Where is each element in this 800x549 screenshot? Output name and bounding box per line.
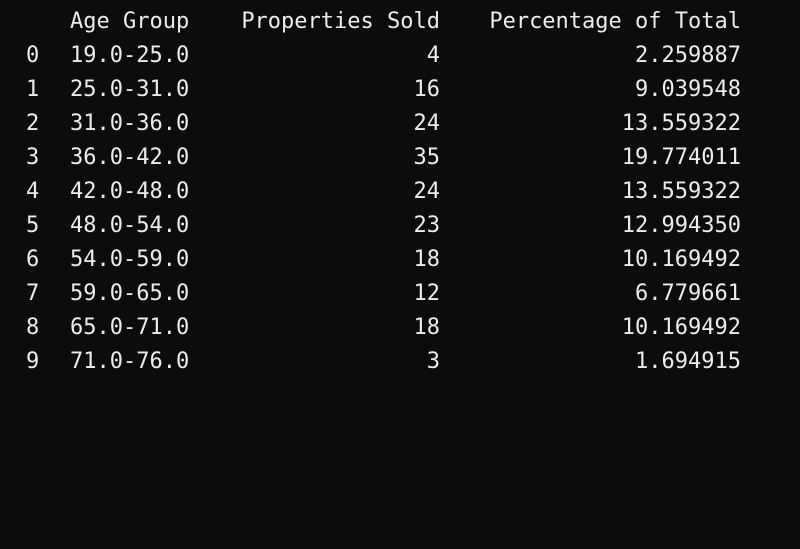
percentage-cell: 13.559322 (621, 111, 741, 136)
properties-sold-cell: 3 (426, 349, 440, 374)
percentage-cell: 19.774011 (621, 145, 741, 170)
percentage-cell: 10.169492 (621, 315, 741, 340)
row-index: 1 (26, 77, 40, 102)
age-group-cell: 65.0-71.0 (70, 315, 190, 340)
age-group-cell: 48.0-54.0 (70, 213, 190, 238)
age-group-cell: 42.0-48.0 (70, 179, 190, 204)
percentage-cell: 1.694915 (635, 349, 741, 374)
properties-sold-cell: 18 (413, 315, 441, 340)
table-row: 8 65.0-71.0 18 10.169492 (0, 311, 800, 345)
percentage-cell: 13.559322 (621, 179, 741, 204)
properties-sold-cell: 35 (413, 145, 441, 170)
row-index: 8 (26, 315, 40, 340)
properties-sold-cell: 24 (413, 111, 441, 136)
percentage-cell: 2.259887 (635, 43, 741, 68)
table-row: 3 36.0-42.0 35 19.774011 (0, 141, 800, 175)
properties-sold-cell: 23 (413, 213, 441, 238)
row-index: 5 (26, 213, 40, 238)
terminal-output: Age Group Properties Sold Percentage of … (0, 5, 800, 379)
table-row: 1 25.0-31.0 16 9.039548 (0, 73, 800, 107)
age-group-cell: 31.0-36.0 (70, 111, 190, 136)
table-row: 4 42.0-48.0 24 13.559322 (0, 175, 800, 209)
properties-sold-cell: 24 (413, 179, 441, 204)
age-group-cell: 59.0-65.0 (70, 281, 190, 306)
column-header-age-group: Age Group (70, 9, 190, 34)
table-row: 7 59.0-65.0 12 6.779661 (0, 277, 800, 311)
age-group-cell: 71.0-76.0 (70, 349, 190, 374)
properties-sold-cell: 18 (413, 247, 441, 272)
table-row: 9 71.0-76.0 3 1.694915 (0, 345, 800, 379)
row-index: 7 (26, 281, 40, 306)
column-header-percentage-of-total: Percentage of Total (489, 9, 741, 34)
row-index: 0 (26, 43, 40, 68)
properties-sold-cell: 4 (426, 43, 440, 68)
row-index: 4 (26, 179, 40, 204)
percentage-cell: 10.169492 (621, 247, 741, 272)
percentage-cell: 12.994350 (621, 213, 741, 238)
properties-sold-cell: 12 (413, 281, 441, 306)
percentage-cell: 9.039548 (635, 77, 741, 102)
age-group-cell: 19.0-25.0 (70, 43, 190, 68)
table-row: 2 31.0-36.0 24 13.559322 (0, 107, 800, 141)
table-row: 5 48.0-54.0 23 12.994350 (0, 209, 800, 243)
row-index: 6 (26, 247, 40, 272)
age-group-cell: 25.0-31.0 (70, 77, 190, 102)
row-index: 2 (26, 111, 40, 136)
column-header-properties-sold: Properties Sold (241, 9, 440, 34)
age-group-cell: 54.0-59.0 (70, 247, 190, 272)
properties-sold-cell: 16 (413, 77, 441, 102)
table-row: 0 19.0-25.0 4 2.259887 (0, 39, 800, 73)
table-row: 6 54.0-59.0 18 10.169492 (0, 243, 800, 277)
table-header-row: Age Group Properties Sold Percentage of … (0, 5, 800, 39)
row-index: 9 (26, 349, 40, 374)
row-index: 3 (26, 145, 40, 170)
age-group-cell: 36.0-42.0 (70, 145, 190, 170)
percentage-cell: 6.779661 (635, 281, 741, 306)
